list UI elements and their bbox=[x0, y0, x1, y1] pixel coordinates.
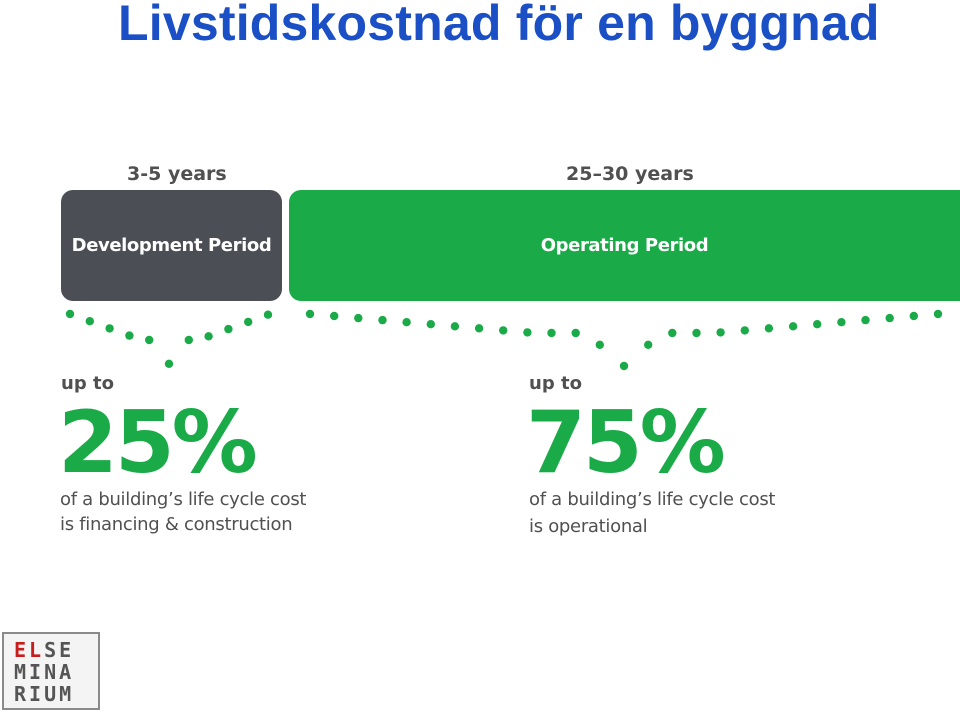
connector-dot bbox=[764, 324, 774, 333]
development-period-label: Development Period bbox=[71, 235, 272, 256]
connector-dot bbox=[378, 315, 387, 325]
logo-el: EL bbox=[14, 638, 45, 662]
operating-period-box: Operating Period bbox=[289, 190, 960, 301]
connector-dot bbox=[716, 328, 725, 337]
operating-dot-chevron bbox=[305, 309, 943, 371]
connector-dot bbox=[788, 322, 798, 331]
development-dot-chevron bbox=[65, 309, 273, 368]
connector-dot bbox=[523, 328, 532, 337]
connector-dot bbox=[263, 310, 273, 319]
operating-period-label: Operating Period bbox=[540, 235, 709, 256]
logo-row-3: RIUM bbox=[14, 682, 75, 706]
connector-dot bbox=[909, 311, 918, 321]
development-percent: 25% bbox=[58, 393, 258, 493]
connector-dot bbox=[164, 359, 174, 368]
development-description-line1: of a building’s life cycle cost bbox=[60, 489, 307, 510]
logo-se: SE bbox=[44, 638, 75, 662]
connector-dot bbox=[224, 324, 233, 334]
connector-dot bbox=[861, 315, 870, 325]
connector-dot bbox=[244, 317, 253, 327]
connector-dot bbox=[813, 320, 822, 329]
connector-dot bbox=[692, 328, 701, 338]
operating-up-to: up to bbox=[529, 373, 582, 394]
connector-dot bbox=[595, 340, 604, 349]
connector-dot bbox=[644, 340, 653, 349]
logo-row-2: MINA bbox=[14, 660, 75, 684]
development-duration: 3-5 years bbox=[127, 163, 227, 185]
development-period-box: Development Period bbox=[61, 190, 282, 301]
connector-dot bbox=[330, 311, 339, 321]
connector-dot bbox=[65, 309, 75, 319]
development-up-to: up to bbox=[61, 373, 114, 394]
connector-dot bbox=[885, 313, 894, 323]
connector-dot bbox=[571, 328, 580, 338]
connector-dot bbox=[837, 318, 846, 327]
connector-dot bbox=[125, 331, 134, 340]
connector-dot bbox=[450, 322, 460, 331]
connector-dot bbox=[145, 335, 154, 345]
connector-dot bbox=[668, 328, 677, 338]
page-title: Livstidskostnad för en byggnad bbox=[118, 0, 880, 51]
logo-row-1: ELSE bbox=[14, 639, 98, 661]
operating-description-line2: is operational bbox=[529, 516, 648, 537]
connector-dot bbox=[547, 328, 556, 338]
connector-dot bbox=[426, 320, 435, 329]
connector-dot bbox=[619, 361, 629, 371]
connector-dot bbox=[184, 335, 193, 345]
elseminarium-logo: ELSE MINA RIUM bbox=[2, 632, 100, 710]
connector-dot bbox=[204, 332, 213, 341]
connector-dot bbox=[402, 318, 411, 327]
connector-dot bbox=[305, 309, 315, 319]
operating-percent: 75% bbox=[526, 393, 726, 493]
development-description-line2: is financing & construction bbox=[60, 514, 293, 535]
operating-description-line1: of a building’s life cycle cost bbox=[529, 489, 776, 510]
connector-dot bbox=[740, 326, 749, 335]
connector-dot bbox=[85, 317, 95, 326]
operating-duration: 25–30 years bbox=[566, 163, 694, 185]
connector-dot bbox=[933, 309, 943, 319]
connector-dot bbox=[105, 324, 114, 333]
dotted-connectors bbox=[65, 309, 943, 371]
connector-dot bbox=[354, 313, 363, 323]
connector-dot bbox=[474, 324, 484, 333]
connector-dot bbox=[499, 326, 508, 335]
